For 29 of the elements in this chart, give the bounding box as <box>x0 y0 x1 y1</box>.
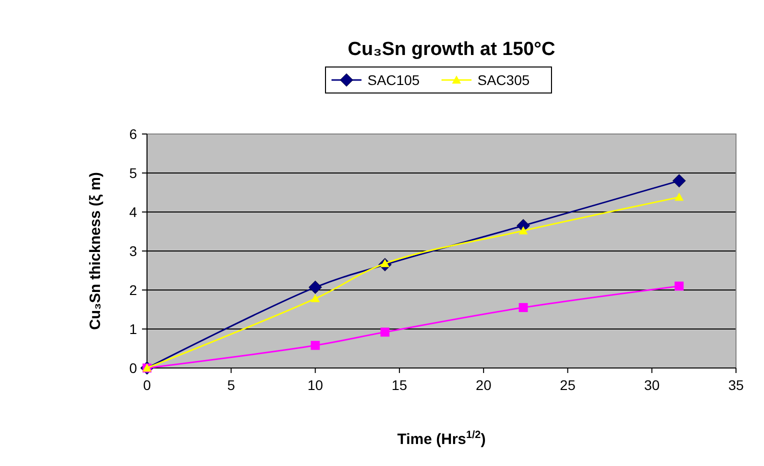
x-tick-label: 25 <box>560 377 576 393</box>
point <box>518 303 528 312</box>
x-tick-label: 35 <box>728 377 744 393</box>
point <box>672 174 686 188</box>
x-axis-title: Time (Hrs$^{1/2}$) <box>397 429 486 448</box>
point <box>518 226 528 234</box>
point <box>380 328 390 337</box>
x-tick-label: 20 <box>476 377 492 393</box>
legend-label: SAC105 <box>368 72 420 88</box>
legend-label: SAC305 <box>478 72 530 88</box>
point <box>674 192 684 201</box>
y-tick-label: 5 <box>129 164 138 181</box>
x-tick-label: 15 <box>392 377 408 393</box>
y-tick-label: 0 <box>129 360 138 376</box>
y-tick-label: 2 <box>129 282 138 298</box>
point <box>674 282 684 291</box>
chart-title: Cu₃Sn growth at 150°C <box>348 39 556 60</box>
x-tick-label: 5 <box>227 377 236 393</box>
y-tick-label: 3 <box>129 242 138 259</box>
y-tick-label: 4 <box>129 204 138 220</box>
y-axis-title: Cu₃Sn thickness (ξ m) <box>87 172 104 330</box>
y-tick-label: 6 <box>129 126 138 142</box>
x-tick-label: 30 <box>644 377 660 393</box>
point <box>310 340 320 350</box>
y-tick-label: 1 <box>129 320 138 337</box>
x-tick-label: 10 <box>307 377 324 393</box>
point <box>310 294 320 302</box>
point <box>308 280 322 294</box>
x-tick-label: 0 <box>143 377 152 393</box>
